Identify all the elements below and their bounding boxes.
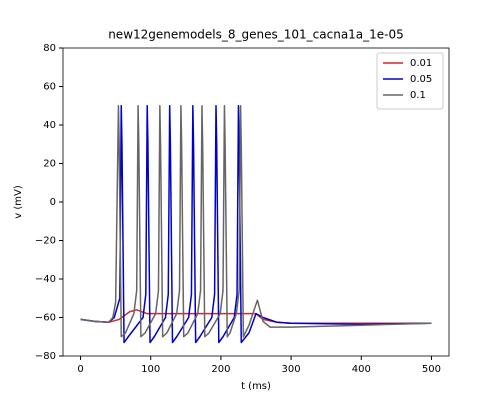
y-axis-label: v (mV) (13, 185, 24, 219)
y-tick-label: 80 (43, 43, 56, 54)
x-tick-label: 0 (77, 364, 83, 375)
legend-label: 0.1 (410, 90, 426, 101)
y-tick-label: 40 (43, 120, 56, 131)
x-tick-label: 500 (422, 364, 441, 375)
x-tick-label: 100 (141, 364, 160, 375)
chart-title: new12genemodels_8_genes_101_cacna1a_1e-0… (108, 28, 404, 42)
y-tick-label: 0 (50, 197, 56, 208)
y-tick-label: −40 (35, 274, 56, 285)
y-tick-label: 20 (43, 159, 56, 170)
x-tick-label: 400 (352, 364, 371, 375)
series-line (80, 105, 432, 344)
y-tick-label: −60 (35, 313, 56, 324)
legend-label: 0.05 (410, 74, 432, 85)
x-tick-label: 200 (211, 364, 230, 375)
y-tick-label: −20 (35, 236, 56, 247)
plot-frame (62, 47, 450, 357)
series-line (80, 105, 432, 338)
y-tick-label: −80 (35, 351, 56, 362)
y-tick-label: 60 (43, 82, 56, 93)
x-axis-label: t (ms) (241, 381, 271, 392)
legend-label: 0.01 (410, 58, 432, 69)
x-tick-label: 300 (282, 364, 301, 375)
